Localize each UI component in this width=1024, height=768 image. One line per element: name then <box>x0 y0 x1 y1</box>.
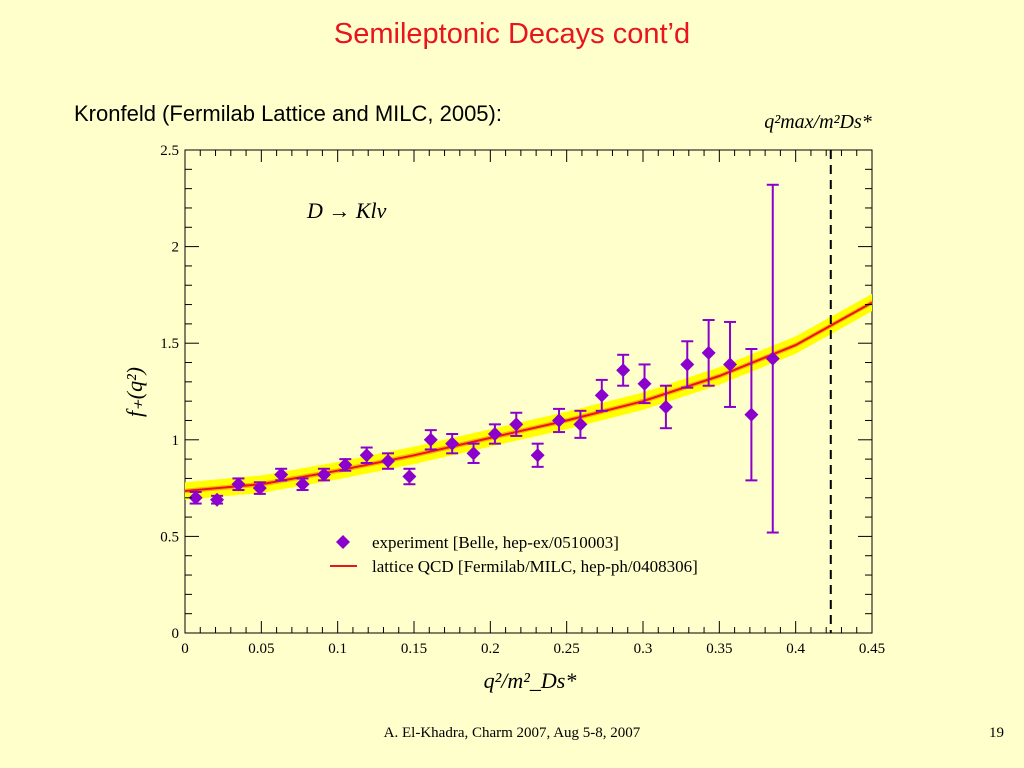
diamond-marker <box>637 376 652 391</box>
data-point <box>509 411 524 437</box>
data-point <box>765 183 780 534</box>
legend-lattice-label: lattice QCD [Fermilab/MILC, hep-ph/04083… <box>372 557 698 576</box>
ticks-layer: 0 0.05 0.1 0.15 0.2 0.25 0.3 0.35 0.4 0.45 0 0.5 1 1.… <box>160 143 885 657</box>
data-point <box>530 442 545 468</box>
x-tick-label: 0.2 <box>481 641 500 657</box>
diamond-marker <box>701 345 716 360</box>
y-tick-label: 0.5 <box>160 529 179 545</box>
data-point <box>701 319 716 387</box>
legend-diamond-marker <box>336 535 350 549</box>
diamond-marker <box>466 446 481 461</box>
diamond-marker <box>680 357 695 372</box>
data-point <box>359 446 374 464</box>
data-point <box>381 452 396 470</box>
diamond-marker <box>723 357 738 372</box>
diamond-marker <box>487 427 502 442</box>
y-tick-label: 0 <box>172 626 180 642</box>
data-point <box>466 442 481 464</box>
diamond-marker <box>445 436 460 451</box>
chart: 0 0.05 0.1 0.15 0.2 0.25 0.3 0.35 0.4 0.45 0 0.5 1 1.… <box>122 111 885 693</box>
diamond-marker <box>658 399 673 414</box>
diamond-marker <box>530 448 545 463</box>
inner-error-band <box>185 300 872 494</box>
error-band <box>185 293 872 500</box>
slide-footer: A. El-Khadra, Charm 2007, Aug 5-8, 2007 <box>383 725 641 741</box>
x-tick-label: 0.3 <box>634 641 653 657</box>
diamond-marker <box>338 457 353 472</box>
diamond-marker <box>231 477 246 492</box>
data-point <box>637 363 652 405</box>
x-tick-label: 0.15 <box>401 641 427 657</box>
slide-subtitle: Kronfeld (Fermilab Lattice and MILC, 200… <box>74 101 502 126</box>
data-point <box>680 340 695 389</box>
legend: experiment [Belle, hep-ex/0510003] latti… <box>330 533 698 576</box>
data-point <box>423 429 438 451</box>
data-point <box>744 347 759 482</box>
lattice-curve <box>184 301 873 492</box>
data-point <box>274 467 289 482</box>
x-tick-label: 0.05 <box>248 641 274 657</box>
data-point <box>188 490 203 505</box>
diamond-marker <box>423 432 438 447</box>
data-point <box>252 481 267 496</box>
data-point <box>573 409 588 439</box>
x-tick-label: 0 <box>181 641 189 657</box>
diamond-marker <box>552 413 567 428</box>
plot-frame <box>184 149 873 634</box>
diamond-marker <box>210 492 225 507</box>
x-tick-label: 0.4 <box>786 641 805 657</box>
curve-layer <box>184 301 873 492</box>
diamond-marker <box>616 363 631 378</box>
band-layer <box>185 293 872 500</box>
data-point <box>594 378 609 412</box>
data-point <box>338 457 353 472</box>
diamond-marker <box>252 481 267 496</box>
slide-title: Semileptonic Decays cont’d <box>333 18 691 50</box>
y-tick-label: 2 <box>172 240 180 256</box>
data-point <box>402 467 417 486</box>
diamond-marker <box>295 477 310 492</box>
y-tick-label: 1.5 <box>160 336 179 352</box>
y-tick-label: 2.5 <box>160 143 179 159</box>
x-tick-label: 0.25 <box>554 641 580 657</box>
data-point <box>316 467 331 482</box>
data-point <box>445 433 460 455</box>
data-point <box>658 384 673 430</box>
data-point <box>616 353 631 387</box>
legend-experiment-label: experiment [Belle, hep-ex/0510003] <box>372 533 619 552</box>
diamond-marker <box>316 467 331 482</box>
diamond-marker <box>188 490 203 505</box>
chart-annotation: D → Klν <box>306 198 387 223</box>
diamond-marker <box>594 388 609 403</box>
points-layer <box>188 183 780 534</box>
diamond-marker <box>573 417 588 432</box>
page-number: 19 <box>989 725 1004 741</box>
diamond-marker <box>274 467 289 482</box>
data-point <box>231 477 246 492</box>
data-point <box>295 477 310 492</box>
data-point <box>552 407 567 434</box>
diamond-marker <box>359 448 374 463</box>
diamond-marker <box>744 407 759 422</box>
x-tick-label: 0.1 <box>328 641 347 657</box>
diamond-marker <box>381 454 396 469</box>
data-point <box>723 320 738 408</box>
y-axis-label: f₊(q²) <box>122 367 147 417</box>
x-axis-label: q²/m²_Ds* <box>484 668 577 693</box>
diamond-marker <box>402 469 417 484</box>
x-tick-label: 0.45 <box>859 641 885 657</box>
y-tick-label: 1 <box>172 433 180 449</box>
x-tick-label: 0.35 <box>706 641 732 657</box>
qmax-label: q²max/m²Ds* <box>764 111 872 133</box>
diamond-marker <box>509 417 524 432</box>
data-point <box>210 492 225 507</box>
diamond-marker <box>765 351 780 366</box>
data-point <box>487 423 502 445</box>
